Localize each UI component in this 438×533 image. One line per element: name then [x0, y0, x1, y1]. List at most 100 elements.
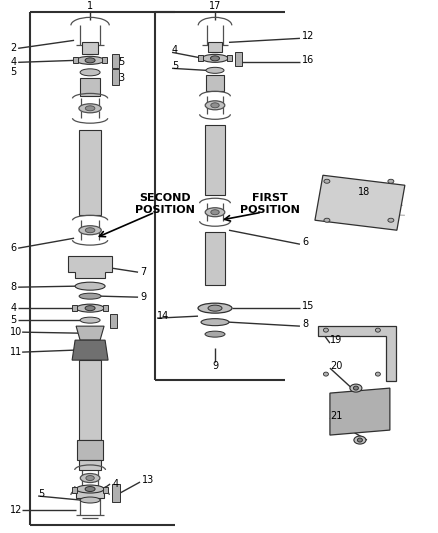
Text: 5: 5 — [118, 58, 124, 67]
Bar — [80, 78, 100, 96]
Ellipse shape — [388, 179, 394, 183]
Text: 4: 4 — [112, 479, 118, 489]
Bar — [79, 130, 101, 215]
Bar — [112, 484, 120, 502]
Text: 11: 11 — [10, 347, 22, 357]
Bar — [102, 58, 107, 63]
Ellipse shape — [75, 282, 105, 290]
Ellipse shape — [357, 438, 362, 442]
Text: 7: 7 — [140, 267, 146, 277]
Text: 14: 14 — [157, 311, 170, 321]
Ellipse shape — [80, 497, 100, 503]
Bar — [205, 232, 225, 285]
Bar — [72, 305, 77, 311]
Text: 8: 8 — [302, 319, 308, 329]
Text: 17: 17 — [209, 2, 221, 11]
Text: 18: 18 — [358, 187, 370, 197]
Bar — [103, 487, 108, 493]
Polygon shape — [315, 175, 405, 230]
Text: 5: 5 — [10, 315, 16, 325]
Text: 12: 12 — [302, 31, 314, 42]
Text: 20: 20 — [330, 361, 342, 371]
Ellipse shape — [211, 103, 219, 108]
Text: 5: 5 — [10, 67, 16, 77]
Bar — [76, 488, 104, 498]
Bar — [227, 55, 232, 61]
Ellipse shape — [201, 319, 229, 326]
Ellipse shape — [324, 179, 330, 183]
Text: 2: 2 — [10, 43, 16, 53]
Text: 6: 6 — [302, 237, 308, 247]
Polygon shape — [76, 326, 104, 340]
Bar — [112, 54, 119, 68]
Polygon shape — [68, 256, 112, 278]
Ellipse shape — [353, 386, 358, 390]
Ellipse shape — [79, 293, 101, 299]
Ellipse shape — [76, 304, 104, 312]
Text: 5: 5 — [172, 61, 178, 71]
Text: POSITION: POSITION — [135, 205, 195, 215]
Polygon shape — [330, 388, 390, 435]
Ellipse shape — [324, 218, 330, 222]
Bar — [206, 75, 224, 91]
Text: 10: 10 — [10, 327, 22, 337]
Ellipse shape — [205, 208, 225, 217]
Ellipse shape — [198, 303, 232, 313]
Text: SECOND: SECOND — [139, 193, 191, 203]
Text: 6: 6 — [10, 243, 16, 253]
Ellipse shape — [79, 104, 101, 113]
Bar — [82, 42, 98, 54]
Text: POSITION: POSITION — [240, 205, 300, 215]
Bar — [72, 487, 77, 493]
Text: 4: 4 — [172, 45, 178, 55]
Ellipse shape — [76, 56, 104, 64]
Ellipse shape — [86, 475, 94, 481]
Ellipse shape — [80, 317, 100, 323]
Text: 16: 16 — [302, 55, 314, 66]
Ellipse shape — [375, 328, 380, 332]
Text: 15: 15 — [302, 301, 314, 311]
Bar — [110, 314, 117, 328]
Text: 1: 1 — [87, 2, 93, 11]
Bar — [79, 460, 101, 470]
Text: 21: 21 — [330, 411, 342, 421]
Ellipse shape — [323, 372, 328, 376]
Ellipse shape — [375, 372, 380, 376]
Bar — [103, 305, 108, 311]
Ellipse shape — [202, 54, 228, 62]
Text: 19: 19 — [330, 335, 342, 345]
Ellipse shape — [388, 218, 394, 222]
Bar — [205, 125, 225, 195]
Ellipse shape — [350, 384, 362, 392]
Ellipse shape — [206, 67, 224, 74]
Ellipse shape — [85, 228, 95, 233]
Ellipse shape — [80, 69, 100, 76]
Ellipse shape — [85, 305, 95, 311]
Ellipse shape — [80, 473, 100, 482]
Bar — [208, 42, 222, 52]
Ellipse shape — [211, 56, 219, 61]
Ellipse shape — [79, 225, 101, 235]
Bar — [77, 440, 103, 460]
Text: 9: 9 — [212, 361, 218, 371]
Bar — [235, 52, 242, 66]
Text: FIRST: FIRST — [252, 193, 288, 203]
Ellipse shape — [208, 305, 222, 311]
Bar — [112, 69, 119, 85]
Ellipse shape — [76, 485, 104, 493]
Text: 4: 4 — [10, 303, 16, 313]
Ellipse shape — [323, 328, 328, 332]
Polygon shape — [318, 326, 396, 381]
Ellipse shape — [354, 436, 366, 444]
Polygon shape — [72, 340, 108, 360]
Text: 3: 3 — [118, 74, 124, 83]
Ellipse shape — [85, 58, 95, 63]
Bar — [79, 360, 101, 440]
Ellipse shape — [205, 101, 225, 110]
Text: 13: 13 — [142, 475, 154, 485]
Bar — [198, 55, 203, 61]
Ellipse shape — [85, 106, 95, 111]
Ellipse shape — [205, 331, 225, 337]
Text: 12: 12 — [10, 505, 22, 515]
Text: 8: 8 — [10, 282, 16, 292]
